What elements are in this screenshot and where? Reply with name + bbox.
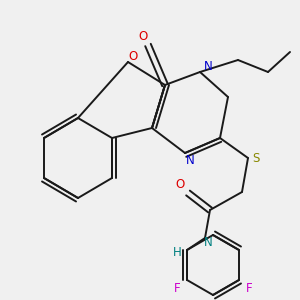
Text: O: O [128, 50, 138, 64]
Text: O: O [176, 178, 184, 191]
Text: F: F [174, 281, 180, 295]
Text: S: S [252, 152, 260, 164]
Text: N: N [204, 236, 212, 250]
Text: H: H [172, 245, 182, 259]
Text: F: F [246, 281, 252, 295]
Text: N: N [186, 154, 194, 167]
Text: O: O [138, 31, 148, 44]
Text: N: N [204, 61, 212, 74]
